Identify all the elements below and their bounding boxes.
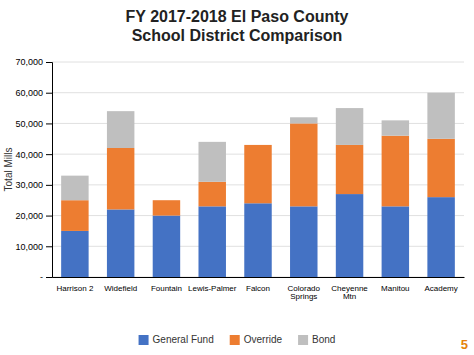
tick: 60,000 xyxy=(15,88,52,98)
legend-item: General Fund xyxy=(139,334,214,345)
legend: General Fund Override Bond xyxy=(139,334,336,345)
bar xyxy=(107,111,134,148)
x-axis: Harrison 2 Widefield Fountain Lewis-Palmer F… xyxy=(53,278,465,302)
bar xyxy=(290,206,317,277)
tick: Widefield xyxy=(104,284,137,293)
tick-mark xyxy=(46,154,52,155)
series xyxy=(61,93,455,201)
legend-label: Bond xyxy=(312,334,335,345)
tick: 70,000 xyxy=(15,57,52,67)
bar xyxy=(198,182,225,207)
tick-label: Widefield xyxy=(104,284,137,293)
tick-mark xyxy=(46,123,52,124)
legend-swatch xyxy=(298,335,308,345)
bar xyxy=(198,206,225,277)
axis-line xyxy=(46,63,53,278)
tick-label: Academy xyxy=(424,284,457,293)
bar xyxy=(153,200,180,201)
bar xyxy=(153,200,180,215)
tick: Manitou xyxy=(381,284,409,293)
tick-label: 30,000 xyxy=(15,180,43,190)
tick-label: 60,000 xyxy=(15,88,43,98)
bar xyxy=(244,144,271,145)
tick-label: Lewis-Palmer xyxy=(188,284,237,293)
tick-label: Fountain xyxy=(151,284,182,293)
tick-label: 40,000 xyxy=(15,150,43,160)
tick-mark xyxy=(46,93,52,94)
tick-label: CheyenneMtn xyxy=(331,284,368,302)
legend-swatch xyxy=(230,335,240,345)
tick: 10,000 xyxy=(15,242,52,252)
tick-label: Harrison 2 xyxy=(56,284,93,293)
bar xyxy=(244,203,271,277)
tick: Falcon xyxy=(246,284,270,293)
bar xyxy=(107,209,134,277)
tick: CheyenneMtn xyxy=(331,284,368,302)
legend-swatch xyxy=(139,335,149,345)
tick: 50,000 xyxy=(15,119,52,129)
tick-label: 70,000 xyxy=(15,57,43,67)
bar xyxy=(427,139,454,197)
bar xyxy=(382,206,409,277)
tick-mark xyxy=(46,246,52,247)
bar xyxy=(61,176,88,201)
legend-label: General Fund xyxy=(153,334,214,345)
plot: - 10,000 20,000 30,000 40,000 50,000 60,000 70,… xyxy=(15,57,464,301)
legend-label: Override xyxy=(244,334,283,345)
tick: Academy xyxy=(424,284,457,293)
bar xyxy=(244,145,271,203)
bar xyxy=(61,231,88,277)
grid xyxy=(52,62,464,277)
tick: 30,000 xyxy=(15,180,52,190)
bar xyxy=(382,120,409,135)
bar xyxy=(427,93,454,139)
tick-mark xyxy=(46,185,52,186)
annotation: 5 xyxy=(461,337,468,352)
bar xyxy=(336,108,363,145)
chart: FY 2017-2018 El Paso CountySchool Distri… xyxy=(0,0,474,355)
tick: - xyxy=(40,272,52,282)
axis-title: Total Mills xyxy=(3,148,14,192)
bars xyxy=(61,93,455,277)
tick-label: Manitou xyxy=(381,284,409,293)
grid-line xyxy=(52,62,464,63)
bar xyxy=(336,194,363,277)
tick-mark xyxy=(46,216,52,217)
tick: Fountain xyxy=(151,284,182,293)
bar xyxy=(290,123,317,206)
bar xyxy=(107,148,134,209)
bar xyxy=(153,216,180,277)
tick: 40,000 xyxy=(15,150,52,160)
grid-line xyxy=(52,92,464,93)
axis-line xyxy=(53,277,465,278)
title: FY 2017-2018 El Paso CountySchool Distri… xyxy=(126,8,349,44)
tick: Lewis-Palmer xyxy=(188,284,237,293)
tick-label: Falcon xyxy=(246,284,270,293)
bar xyxy=(61,200,88,231)
bar xyxy=(427,197,454,277)
bar xyxy=(336,145,363,194)
y-axis: - 10,000 20,000 30,000 40,000 50,000 60,000 70,… xyxy=(15,57,52,282)
bar xyxy=(382,136,409,207)
tick-mark xyxy=(46,62,52,63)
tick: ColoradoSprings xyxy=(288,284,321,302)
bar xyxy=(290,117,317,123)
tick-label: 10,000 xyxy=(15,242,43,252)
tick-label: 20,000 xyxy=(15,211,43,221)
legend-item: Override xyxy=(230,334,283,345)
legend-item: Bond xyxy=(298,334,335,345)
tick-label: ColoradoSprings xyxy=(288,284,321,302)
tick: Harrison 2 xyxy=(56,284,93,293)
tick-mark xyxy=(46,277,52,278)
tick-label: 50,000 xyxy=(15,119,43,129)
bar xyxy=(198,142,225,182)
tick: 20,000 xyxy=(15,211,52,221)
tick-label: - xyxy=(40,272,43,282)
